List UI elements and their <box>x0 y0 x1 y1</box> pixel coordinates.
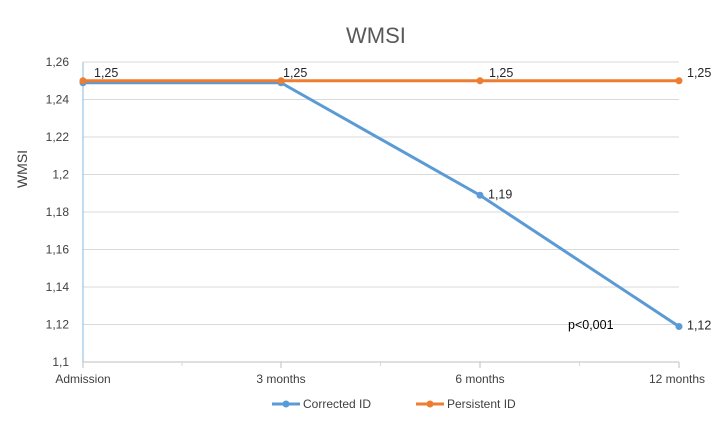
y-tick-label: 1,12 <box>46 318 70 332</box>
y-tick-label: 1,18 <box>46 205 70 219</box>
data-label-persistent-id: 1,25 <box>489 66 513 80</box>
x-tick-label: 12 months <box>649 372 705 386</box>
y-tick-label: 1,2 <box>52 168 69 182</box>
data-label-corrected-id: 1,19 <box>488 187 512 201</box>
data-label-persistent-id: 1,25 <box>687 66 711 80</box>
legend-label-persistent-id: Persistent ID <box>447 397 516 411</box>
data-label-corrected-id: 1,12 <box>687 319 711 333</box>
y-axis-label: WMSI <box>14 150 30 188</box>
y-tick-label: 1,26 <box>46 55 70 69</box>
x-tick-label: Admission <box>55 372 110 386</box>
data-point-persistent-id <box>476 77 484 85</box>
series-line-corrected-id <box>81 81 681 328</box>
y-tick-label: 1,16 <box>46 243 70 257</box>
legend-label-corrected-id: Corrected ID <box>303 397 371 411</box>
gridlines <box>83 61 679 325</box>
x-tick-label: 6 months <box>455 372 504 386</box>
x-tick-label: 3 months <box>256 372 305 386</box>
data-point-corrected-id <box>675 323 683 330</box>
data-point-corrected-id <box>476 191 484 199</box>
data-point-persistent-id <box>79 77 87 85</box>
y-tick-label: 1,24 <box>46 93 70 107</box>
data-label-persistent-id: 1,25 <box>283 66 307 80</box>
data-label-persistent-id: 1,25 <box>94 66 118 80</box>
axes: 1,1 1,12 1,14 1,16 1,18 1,2 1,22 1,24 1,26 Admiss… <box>46 55 705 386</box>
data-point-persistent-id <box>675 77 683 85</box>
data-point-persistent-id <box>277 77 285 85</box>
y-tick-label: 1,1 <box>52 355 69 369</box>
chart-title: WMSI <box>346 23 406 48</box>
y-tick-label: 1,14 <box>46 280 70 294</box>
data-labels: 1,19 1,12 1,25 1,25 1,25 1,25 <box>94 66 711 333</box>
legend-marker-persistent-id <box>426 400 434 408</box>
y-tick-label: 1,22 <box>46 130 70 144</box>
legend-marker-corrected-id <box>282 400 290 408</box>
p-value-annotation: p<0,001 <box>568 318 614 332</box>
series-lines <box>79 77 683 330</box>
legend: Corrected ID Persistent ID <box>272 397 516 411</box>
